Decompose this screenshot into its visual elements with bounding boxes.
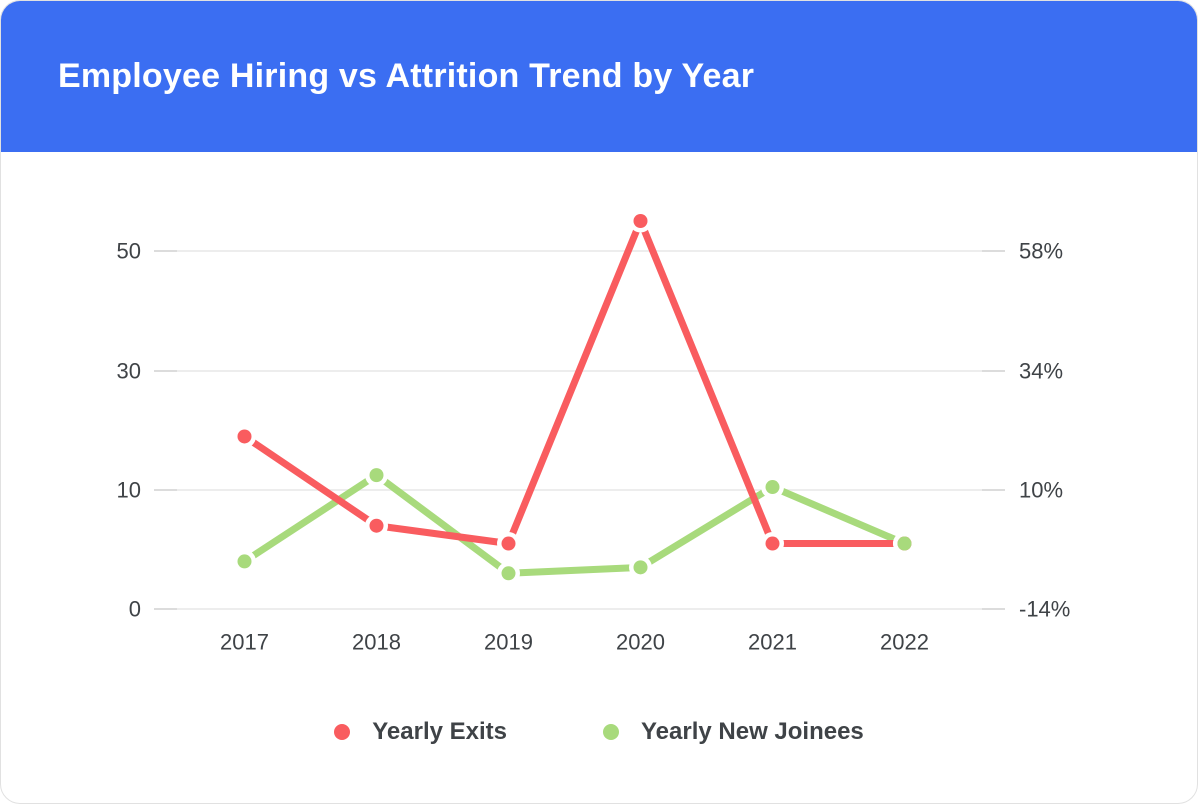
data-point-yearly-exits-2017 bbox=[237, 429, 252, 444]
y-axis-label-right--14%: -14% bbox=[1019, 597, 1070, 622]
legend-label-yearly-exits: Yearly Exits bbox=[372, 718, 507, 745]
data-point-yearly-new-joinees-2018 bbox=[369, 468, 384, 483]
legend-marker-joinees-icon bbox=[602, 724, 619, 740]
chart-area: 0 -14% 10 10% 30 34% 50 58% 2017 2018 2019 2020 2021… bbox=[1, 152, 1197, 746]
chart-legend: Yearly Exits Yearly New Joinees bbox=[1, 718, 1197, 746]
data-point-yearly-new-joinees-2019 bbox=[501, 566, 516, 581]
y-axis-label-right-58%: 58% bbox=[1019, 239, 1063, 264]
y-axis-label-right-34%: 34% bbox=[1019, 359, 1063, 384]
y-axis-label-left-0: 0 bbox=[129, 597, 141, 622]
data-point-yearly-new-joinees-2022 bbox=[897, 536, 912, 551]
y-axis-label-left-10: 10 bbox=[117, 478, 141, 503]
data-point-yearly-new-joinees-2017 bbox=[237, 554, 252, 569]
series-line-yearly-new-joinees bbox=[241, 471, 908, 577]
x-axis-label-2022: 2022 bbox=[880, 630, 929, 655]
data-point-yearly-new-joinees-2020 bbox=[633, 560, 648, 575]
data-point-yearly-exits-2020 bbox=[633, 214, 648, 228]
x-axis-label-2017: 2017 bbox=[220, 630, 269, 655]
legend-item-yearly-new-joinees[interactable]: Yearly New Joinees bbox=[602, 718, 864, 746]
data-point-yearly-exits-2021 bbox=[765, 536, 780, 551]
legend-label-yearly-new-joinees: Yearly New Joinees bbox=[640, 718, 864, 745]
chart-title: Employee Hiring vs Attrition Trend by Ye… bbox=[58, 57, 755, 95]
y-axis-label-left-50: 50 bbox=[117, 239, 141, 264]
y-axis-label-right-10%: 10% bbox=[1019, 478, 1063, 503]
legend-marker-exits-icon bbox=[334, 724, 351, 740]
x-axis-label-2018: 2018 bbox=[352, 630, 401, 655]
x-axis-label-2020: 2020 bbox=[616, 630, 665, 655]
data-point-yearly-new-joinees-2021 bbox=[765, 480, 780, 495]
data-point-yearly-exits-2019 bbox=[501, 536, 516, 551]
legend-item-yearly-exits[interactable]: Yearly Exits bbox=[334, 718, 507, 746]
card-header: Employee Hiring vs Attrition Trend by Ye… bbox=[1, 1, 1197, 152]
x-axis-label-2021: 2021 bbox=[748, 630, 797, 655]
series-line-yearly-exits bbox=[241, 217, 908, 547]
line-chart: 0 -14% 10 10% 30 34% 50 58% 2017 2018 2019 2020 2021… bbox=[117, 209, 1070, 655]
data-point-yearly-exits-2018 bbox=[369, 518, 384, 533]
x-axis-label-2019: 2019 bbox=[484, 630, 533, 655]
y-axis-label-left-30: 30 bbox=[117, 359, 141, 384]
